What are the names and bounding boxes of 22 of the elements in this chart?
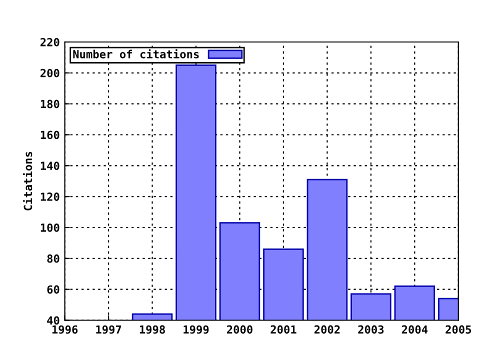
y-tick-label: 180 [40,100,60,108]
y-tick-label: 140 [40,162,60,170]
y-tick-label: 60 [47,285,60,294]
y-tick-label: 160 [40,130,60,140]
y-tick-label: 100 [40,223,60,232]
x-tick-label: 2000 [226,325,252,334]
legend-label: Number of citations [73,49,199,58]
y-tick-label: 120 [40,192,60,201]
x-tick-label: 2001 [270,325,296,334]
x-tick-label: 1998 [140,325,165,334]
x-tick-label: 2002 [314,325,340,334]
y-axis-title: Citations [22,152,32,210]
x-tick-label: 1996 [52,325,78,334]
x-tick-label: 1997 [96,325,122,334]
y-tick-label: 220 [40,38,60,46]
y-tick-label: 200 [40,68,60,78]
y-tick-label: 80 [47,254,60,263]
x-tick-label: 2003 [358,325,384,334]
x-tick-label: 1999 [184,325,209,334]
y-tick-label: 40 [47,316,60,325]
x-tick-label: 2005 [446,325,472,334]
x-tick-label: 2004 [402,325,428,334]
